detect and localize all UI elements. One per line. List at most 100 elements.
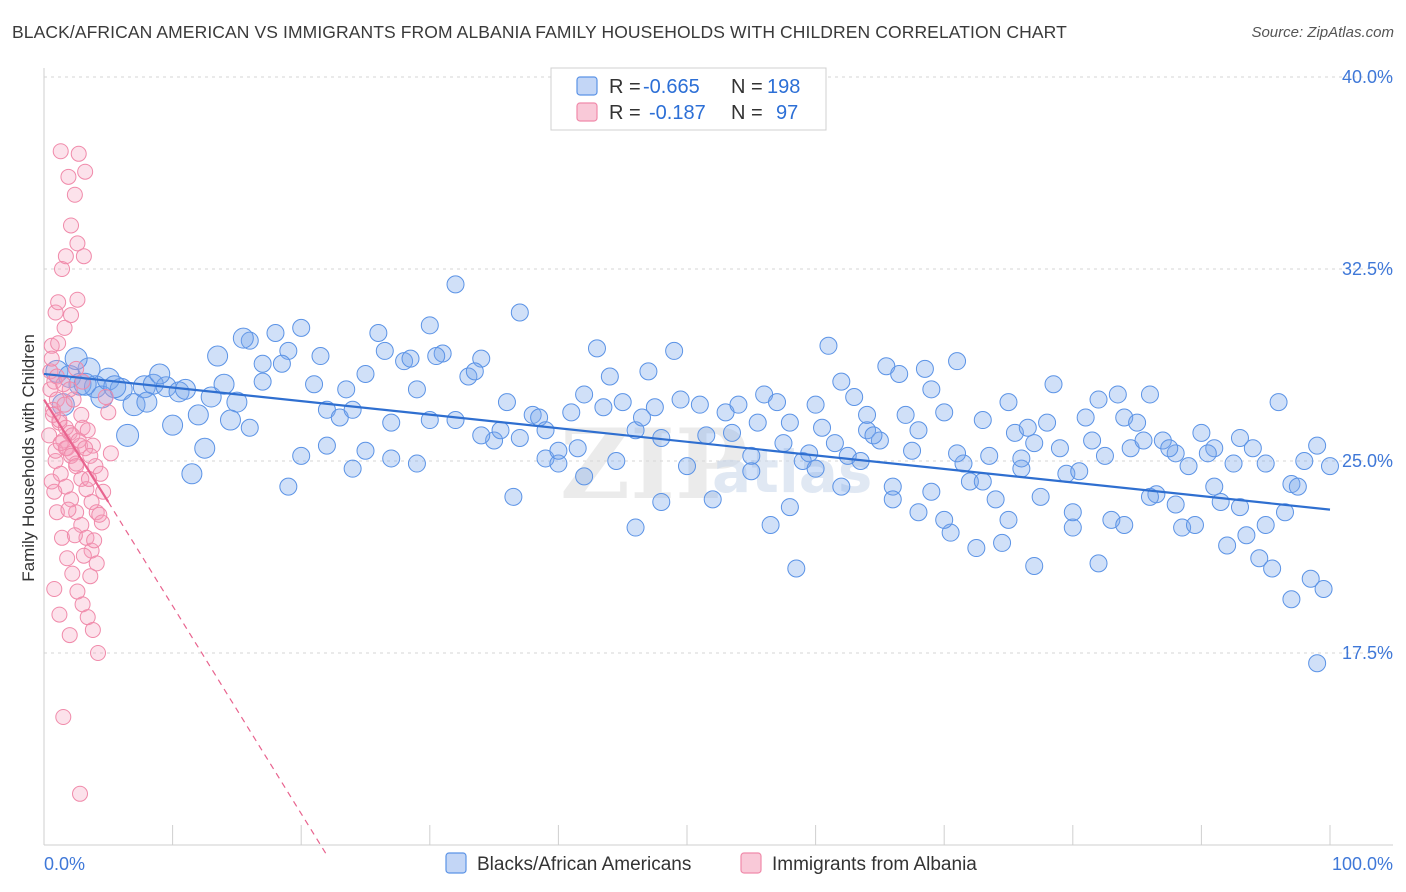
pink-point	[66, 186, 83, 203]
blue-point	[883, 477, 902, 496]
blue-point	[194, 437, 216, 459]
pink-point	[61, 381, 78, 398]
blue-point	[311, 347, 330, 366]
blue-point	[219, 409, 241, 431]
blue-point	[549, 454, 568, 473]
blue-point	[181, 463, 203, 485]
pink-point	[57, 248, 74, 265]
blue-point	[948, 352, 967, 371]
grid-lines	[44, 76, 1393, 654]
blue-point	[369, 324, 388, 342]
blue-point	[375, 341, 394, 360]
blue-point	[1185, 516, 1204, 534]
watermark: ZIP atlas	[560, 408, 872, 521]
y-tick-label-0: 17.5%	[1342, 643, 1393, 663]
blue-point	[1089, 390, 1108, 409]
blue-point	[1063, 518, 1082, 537]
pink-point	[73, 406, 90, 423]
blue-point	[768, 393, 787, 412]
blue-point	[922, 380, 941, 399]
legend-box: R = -0.665 N = 198 R = -0.187 N = 97	[550, 67, 827, 131]
axes	[43, 68, 1393, 846]
legend-n-label-pink: N =	[731, 102, 763, 124]
blue-point	[1308, 654, 1327, 673]
pink-point	[55, 709, 72, 725]
blue-point	[292, 318, 311, 337]
blue-point	[1237, 526, 1256, 545]
blue-point	[883, 490, 902, 509]
blue-point	[858, 405, 877, 424]
blue-point	[253, 372, 272, 391]
pink-point	[69, 291, 86, 308]
blue-point	[149, 363, 171, 385]
blue-point	[510, 428, 529, 447]
chart-source: Source: ZipAtlas.com	[1251, 24, 1394, 41]
blue-point	[317, 436, 336, 455]
blue-point	[632, 408, 651, 427]
blue-point	[948, 444, 967, 463]
blue-point	[1134, 431, 1153, 450]
blue-point	[1140, 487, 1159, 506]
blue-point	[1192, 423, 1211, 442]
legend-r-value-blue: -0.665	[643, 76, 700, 98]
blue-point	[909, 503, 928, 522]
y-tick-label-1: 25.0%	[1342, 451, 1393, 471]
blue-point	[594, 398, 613, 417]
pink-point	[47, 304, 64, 321]
blue-point	[639, 362, 658, 381]
legend-n-value-blue: 198	[767, 76, 800, 98]
blue-point	[510, 303, 529, 322]
blue-point	[497, 393, 516, 412]
blue-point	[1198, 444, 1217, 463]
blue-point	[1250, 549, 1269, 568]
pink-point	[60, 501, 77, 518]
pink-point	[56, 319, 73, 336]
blue-point	[575, 385, 594, 404]
blue-point	[825, 434, 844, 453]
blue-point	[774, 434, 793, 453]
blue-point	[343, 400, 362, 419]
blue-point	[1018, 418, 1037, 437]
blue-point	[1275, 503, 1294, 522]
bottom-legend-swatch-pink	[740, 852, 762, 874]
bottom-legend-swatch-blue	[445, 852, 467, 874]
blue-point	[935, 510, 954, 529]
blue-point	[703, 490, 722, 509]
pink-point	[46, 581, 63, 597]
blue-point	[1031, 487, 1050, 506]
blue-point	[187, 404, 209, 426]
blue-point	[116, 423, 140, 447]
blue-point	[549, 441, 568, 460]
blue-point	[356, 364, 375, 383]
blue-point	[973, 411, 992, 430]
blue-point	[909, 421, 928, 440]
blue-point	[742, 446, 761, 465]
blue-series-points	[45, 275, 1339, 673]
blue-point	[960, 472, 979, 491]
bottom-legend: Blacks/African Americans Immigrants from…	[445, 852, 977, 875]
pink-point	[56, 396, 73, 413]
blue-point	[1218, 536, 1237, 555]
blue-point	[1025, 434, 1044, 453]
pink-point	[87, 458, 104, 475]
pink-point	[88, 555, 105, 572]
pink-point	[52, 143, 69, 160]
pink-point	[69, 235, 86, 252]
blue-point	[1230, 498, 1249, 517]
blue-point	[626, 518, 645, 537]
blue-point	[446, 411, 465, 430]
blue-point	[136, 391, 158, 413]
blue-point	[1012, 449, 1031, 468]
blue-point	[607, 452, 626, 470]
blue-point	[729, 395, 748, 414]
blue-point	[1076, 408, 1095, 427]
blue-point	[600, 367, 619, 386]
blue-point	[1301, 569, 1320, 588]
blue-point	[986, 490, 1005, 509]
blue-point	[819, 336, 838, 355]
blue-point	[652, 492, 671, 511]
blue-point	[1153, 431, 1172, 450]
blue-point	[973, 472, 992, 491]
pink-trend-line-extrapolated	[107, 501, 328, 856]
blue-point	[162, 414, 184, 436]
